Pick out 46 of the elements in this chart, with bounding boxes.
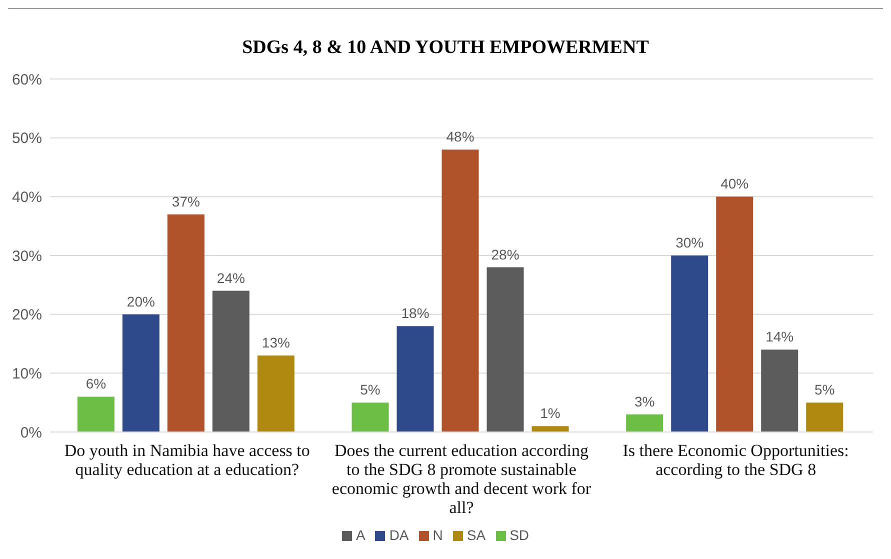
chart-title: SDGs 4, 8 & 10 AND YOUTH EMPOWERMENT (241, 37, 650, 60)
data-label: 40% (720, 176, 749, 192)
data-label: 28% (491, 246, 520, 262)
bar (352, 402, 389, 432)
x-tick-label: Do youth in Namibia have access to quality education at a education? (64, 441, 310, 479)
bar (532, 426, 569, 432)
data-label: 18% (401, 305, 430, 322)
bar (806, 402, 844, 432)
data-label: 20% (126, 293, 155, 310)
bar (442, 150, 479, 432)
legend-label: N (432, 527, 443, 543)
data-label: 3% (634, 393, 655, 410)
data-label: 37% (172, 193, 200, 210)
data-label: 30% (676, 234, 704, 250)
data-label: 14% (766, 328, 794, 345)
bar (212, 290, 250, 432)
bar (626, 414, 664, 432)
bar (257, 356, 294, 432)
bar (396, 326, 434, 432)
bar (122, 314, 160, 432)
data-label: 48% (446, 128, 474, 145)
data-label: 5% (360, 382, 380, 398)
y-tick-label: 60% (12, 71, 42, 88)
x-tick-label: Does the current education according to the SDG 8 promote sustainable economic growth and decent work for all? (332, 441, 592, 517)
data-label: 13% (262, 334, 290, 351)
x-tick-label: Is there Economic Opportunities: according to the SDG 8 (622, 441, 849, 479)
y-tick-label: 10% (12, 365, 42, 382)
legend-label: A (356, 527, 366, 543)
legend-label: SD (510, 527, 530, 543)
legend-label: SA (466, 527, 486, 543)
data-label: 6% (86, 376, 106, 392)
y-tick-label: 50% (12, 130, 42, 148)
y-tick-label: 20% (12, 306, 42, 324)
bar (486, 267, 524, 432)
legend-label: DA (389, 527, 409, 543)
bar (671, 256, 708, 432)
bar (761, 350, 798, 432)
y-tick-label: 0% (20, 424, 42, 442)
data-label: 1% (540, 405, 560, 422)
data-label: 5% (814, 382, 835, 398)
bar (716, 196, 754, 432)
bar (167, 214, 204, 432)
data-label: 24% (216, 270, 245, 286)
y-tick-label: 30% (12, 248, 42, 265)
bar (77, 396, 114, 432)
y-tick-label: 40% (12, 188, 42, 206)
